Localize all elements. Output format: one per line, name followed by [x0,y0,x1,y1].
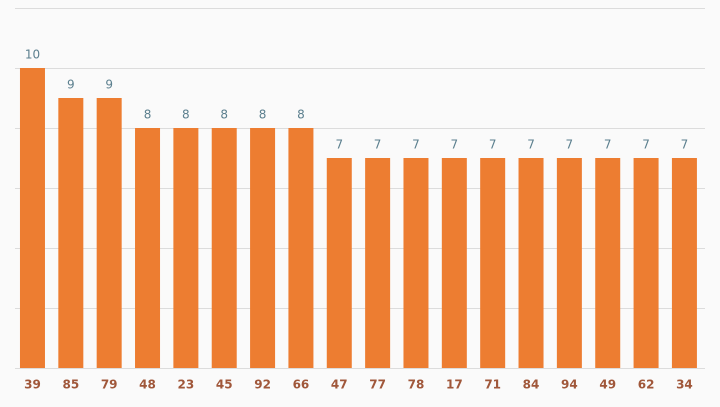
x-tick-label: 62 [638,378,655,392]
bar [250,128,276,368]
x-tick-label: 66 [293,378,310,392]
bar [211,128,237,368]
x-tick-label: 47 [331,378,348,392]
bar [135,128,161,368]
bar [518,158,544,368]
x-tick-label: 39 [24,378,41,392]
x-tick-label: 77 [369,378,386,392]
bar [633,158,659,368]
bar [58,98,84,368]
x-tick-label: 49 [599,378,616,392]
data-label: 8 [182,108,190,122]
bar [403,158,429,368]
x-tick-label: 92 [254,378,271,392]
bar [671,158,697,368]
x-tick-label: 45 [216,378,233,392]
data-label: 10 [25,48,40,62]
bar [173,128,199,368]
data-label: 7 [489,138,497,152]
bar [19,68,45,368]
bar [365,158,391,368]
x-tick-label: 48 [139,378,156,392]
data-label: 7 [642,138,650,152]
data-label: 7 [335,138,343,152]
x-tick-label: 85 [62,378,79,392]
x-tick-label: 84 [523,378,540,392]
x-tick-label: 17 [446,378,463,392]
bar [326,158,352,368]
x-tick-label: 71 [484,378,501,392]
bar [480,158,506,368]
x-tick-label: 94 [561,378,578,392]
bar [595,158,621,368]
data-label: 9 [105,78,113,92]
data-label: 8 [259,108,267,122]
x-tick-label: 23 [178,378,195,392]
data-label: 8 [144,108,152,122]
data-label: 7 [604,138,612,152]
bar [441,158,467,368]
x-tick-label: 34 [676,378,693,392]
data-label: 7 [527,138,535,152]
bar [288,128,314,368]
bar [556,158,582,368]
data-label: 9 [67,78,75,92]
data-label: 7 [566,138,574,152]
data-label: 8 [220,108,228,122]
data-label: 7 [681,138,689,152]
data-label: 8 [297,108,305,122]
data-label: 7 [412,138,420,152]
bar [96,98,122,368]
data-label: 7 [374,138,382,152]
x-tick-label: 79 [101,378,118,392]
data-label: 7 [451,138,459,152]
x-tick-label: 78 [408,378,425,392]
